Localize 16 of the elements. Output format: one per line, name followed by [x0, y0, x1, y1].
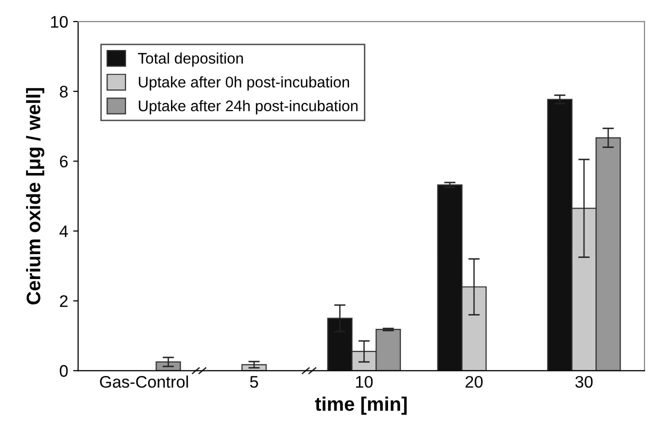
x-tick-label: 5 [250, 376, 258, 388]
legend-label: Total deposition [138, 52, 243, 67]
legend-label: Uptake after 0h post-incubation [138, 76, 350, 91]
y-tick-label: 0 [60, 365, 68, 377]
x-tick-label: 30 [575, 376, 593, 388]
y-tick-label: 10 [51, 16, 68, 28]
y-axis-title: Cerium oxide [μg / well] [26, 88, 44, 304]
x-tick-label: 20 [466, 376, 483, 388]
y-tick-label: 2 [60, 295, 68, 307]
y-tick-label: 6 [60, 156, 68, 168]
x-tick-label: Gas-Control [100, 376, 188, 388]
x-axis-title: time [min] [315, 396, 407, 415]
y-tick-label: 4 [60, 226, 68, 238]
x-tick-label: 10 [356, 376, 373, 388]
legend-label: Uptake after 24h post-incubation [138, 100, 358, 114]
y-tick-label: 8 [60, 86, 68, 98]
